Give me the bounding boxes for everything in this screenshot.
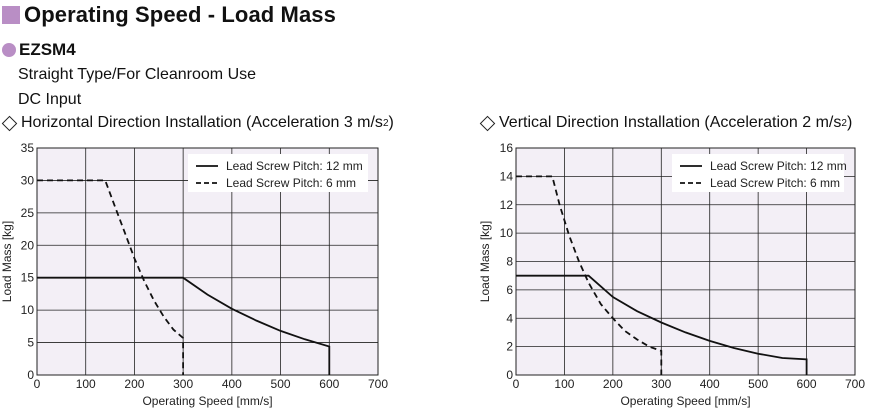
subtitle-text: Vertical Direction Installation (Acceler… xyxy=(499,114,842,131)
subtitle-end: ) xyxy=(388,114,394,131)
legend-entry-2: Lead Screw Pitch: 6 mm xyxy=(710,176,840,190)
x-tick-label: 0 xyxy=(34,377,41,391)
y-tick-label: 25 xyxy=(21,206,35,220)
spec-line-type: Straight Type/For Cleanroom Use xyxy=(18,66,257,83)
plot-frame xyxy=(36,147,379,376)
x-axis-label: Operating Speed [mm/s] xyxy=(142,394,272,408)
x-tick-label: 400 xyxy=(700,377,720,391)
y-tick-label: 10 xyxy=(21,303,35,317)
legend-box xyxy=(188,154,368,192)
diamond-icon xyxy=(479,115,496,131)
y-tick-label: 35 xyxy=(21,141,35,155)
x-tick-label: 700 xyxy=(845,377,865,391)
y-tick-label: 20 xyxy=(21,238,35,252)
y-tick-label: 15 xyxy=(21,271,35,285)
y-tick-label: 5 xyxy=(27,336,34,350)
series-line-2 xyxy=(516,175,663,375)
x-tick-label: 300 xyxy=(651,377,671,391)
heading-square-icon xyxy=(2,6,20,24)
y-tick-label: 12 xyxy=(500,198,514,212)
subtitle-text: Horizontal Direction Installation (Accel… xyxy=(21,114,383,131)
chart-subtitle-horizontal: Horizontal Direction Installation (Accel… xyxy=(0,114,394,132)
chart-vertical: 0 100 200 300 400 500 600 700 0 2 4 6 8 10 12 14 16 Opera… xyxy=(478,141,865,408)
subtitle-sup: 2 xyxy=(841,117,847,129)
x-tick-label: 100 xyxy=(554,377,574,391)
x-tick-label: 600 xyxy=(797,377,817,391)
plot-frame xyxy=(515,147,856,376)
legend-entry-2: Lead Screw Pitch: 6 mm xyxy=(226,176,356,190)
x-tick-label: 300 xyxy=(173,377,193,391)
y-tick-label: 14 xyxy=(500,169,514,183)
y-axis-label: Load Mass [kg] xyxy=(0,221,14,302)
subtitle-end: ) xyxy=(846,114,853,131)
x-tick-label: 500 xyxy=(748,377,768,391)
x-tick-label: 200 xyxy=(603,377,623,391)
legend-entry-1: Lead Screw Pitch: 12 mm xyxy=(226,159,363,173)
y-tick-label: 0 xyxy=(27,368,34,382)
section-heading: Operating Speed - Load Mass xyxy=(2,2,336,28)
y-tick-label: 2 xyxy=(506,340,513,354)
y-tick-label: 8 xyxy=(506,255,513,269)
model-dot-icon xyxy=(2,43,16,57)
legend-box xyxy=(672,154,844,192)
x-tick-label: 0 xyxy=(513,377,520,391)
y-tick-label: 0 xyxy=(506,368,513,382)
x-tick-label: 700 xyxy=(368,377,388,391)
x-tick-label: 500 xyxy=(271,377,291,391)
series-line-1 xyxy=(37,276,331,375)
spec-line-input: DC Input xyxy=(18,91,82,108)
y-tick-label: 30 xyxy=(21,173,35,187)
legend-entry-1: Lead Screw Pitch: 12 mm xyxy=(710,159,847,173)
series-line-1 xyxy=(516,274,808,375)
model-label: EZSM4 xyxy=(2,40,76,60)
model-name: EZSM4 xyxy=(19,40,76,59)
y-tick-label: 16 xyxy=(500,141,514,155)
y-tick-label: 6 xyxy=(506,283,513,297)
x-tick-label: 200 xyxy=(124,377,144,391)
x-tick-label: 100 xyxy=(76,377,96,391)
y-tick-label: 4 xyxy=(506,311,513,325)
y-tick-label: 10 xyxy=(500,226,514,240)
subtitle-sup: 2 xyxy=(382,117,389,129)
y-axis-label: Load Mass [kg] xyxy=(478,221,492,302)
diamond-icon xyxy=(1,115,18,131)
page-title: Operating Speed - Load Mass xyxy=(24,2,336,27)
x-axis-label: Operating Speed [mm/s] xyxy=(620,394,750,408)
chart-horizontal: 0 100 200 300 400 500 600 700 0 5 10 15 20 25 30 35 Oper… xyxy=(0,141,388,408)
chart-subtitle-vertical: Vertical Direction Installation (Acceler… xyxy=(478,114,852,132)
x-tick-label: 400 xyxy=(222,377,242,391)
x-tick-label: 600 xyxy=(319,377,339,391)
